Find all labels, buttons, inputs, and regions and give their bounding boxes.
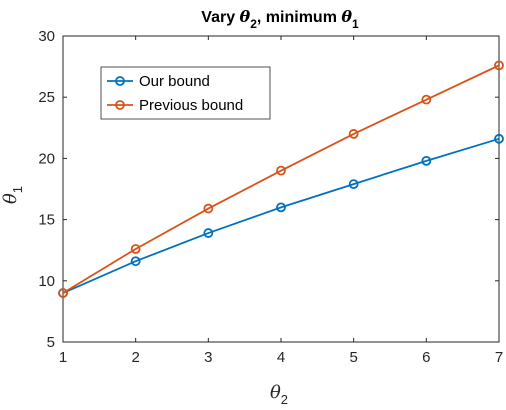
y-tick-label: 10 bbox=[38, 273, 55, 290]
y-tick-label: 25 bbox=[38, 89, 55, 106]
y-tick-label: 15 bbox=[38, 212, 55, 229]
series-2-point bbox=[494, 60, 504, 71]
y-axis-label-sub: 1 bbox=[10, 186, 25, 193]
legend-marker-1 bbox=[115, 76, 125, 86]
chart-title: Vary θ2, minimum θ1 bbox=[201, 7, 359, 31]
y-axis-label-symbol: θ bbox=[0, 193, 21, 204]
series-1-point bbox=[348, 179, 359, 190]
series-2-point bbox=[203, 203, 214, 214]
y-axis: 5 10 15 20 25 30 bbox=[38, 28, 499, 351]
series-1-point bbox=[421, 155, 432, 166]
title-var1: θ bbox=[240, 7, 251, 26]
y-axis-label: θ1 bbox=[0, 186, 25, 204]
series-line-2 bbox=[62, 64, 500, 294]
y-tick-label: 20 bbox=[38, 150, 55, 167]
title-var1-sub: 2 bbox=[250, 17, 257, 31]
series-2-point bbox=[130, 244, 141, 254]
x-tick-label: 2 bbox=[131, 349, 139, 366]
title-middle: , minimum bbox=[257, 9, 341, 26]
title-prefix: Vary bbox=[201, 9, 239, 26]
legend: Our bound Previous bound bbox=[100, 66, 271, 120]
x-tick-label: 3 bbox=[204, 349, 212, 366]
series-2-point bbox=[348, 129, 359, 139]
series-layer bbox=[58, 60, 504, 298]
series-2-point bbox=[421, 94, 432, 105]
x-tick-label: 7 bbox=[495, 349, 503, 366]
series-1-point bbox=[130, 256, 141, 267]
series-2-point bbox=[276, 165, 286, 176]
legend-label-1: Our bound bbox=[139, 73, 210, 90]
series-1-point bbox=[276, 202, 286, 213]
series-1-point bbox=[203, 228, 214, 238]
legend-label-2: Previous bound bbox=[139, 97, 243, 114]
series-2-point bbox=[58, 288, 68, 298]
x-axis-label-sub: 2 bbox=[281, 392, 288, 407]
series-1-point bbox=[494, 133, 504, 144]
legend-box bbox=[100, 66, 271, 120]
x-tick-label: 1 bbox=[59, 349, 67, 366]
x-axis-label: θ2 bbox=[270, 382, 288, 407]
x-axis: 1 2 3 4 5 6 7 bbox=[59, 36, 503, 366]
x-tick-label: 6 bbox=[422, 349, 430, 366]
legend-marker-2 bbox=[115, 100, 125, 110]
title-var2: θ bbox=[341, 7, 352, 26]
y-tick-label: 30 bbox=[38, 28, 55, 45]
x-tick-label: 4 bbox=[277, 349, 285, 366]
x-tick-label: 5 bbox=[349, 349, 357, 366]
y-tick-label: 5 bbox=[47, 334, 55, 351]
series-line-1 bbox=[62, 137, 500, 294]
title-var2-sub: 1 bbox=[352, 17, 359, 31]
x-axis-label-symbol: θ bbox=[270, 382, 281, 403]
